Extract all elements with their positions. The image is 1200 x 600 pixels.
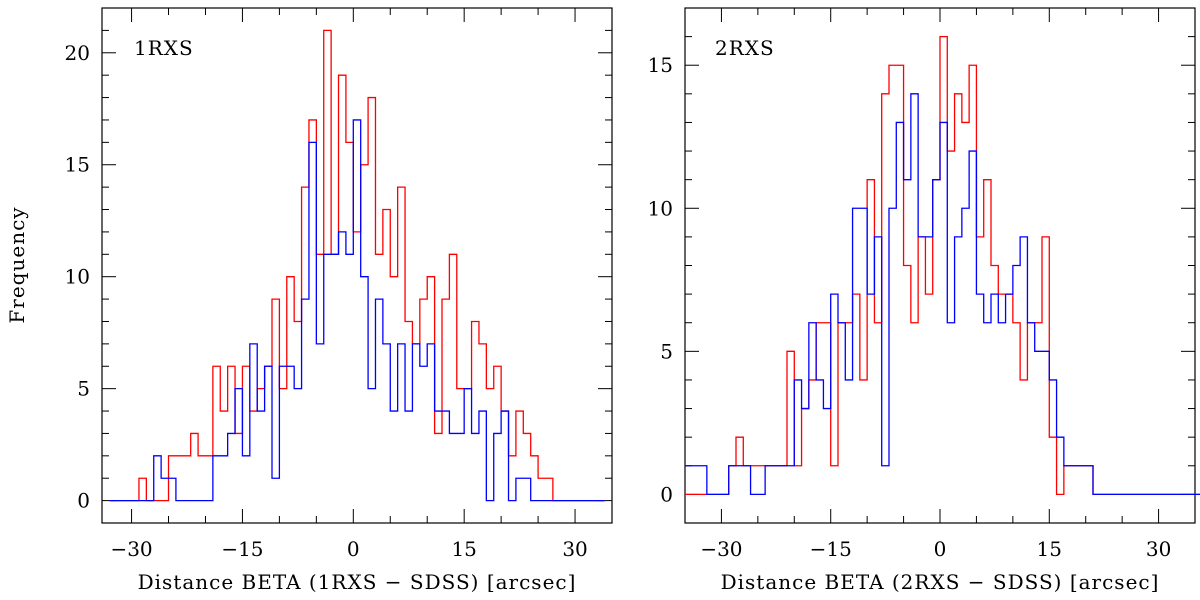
x-tick-label: 0 <box>347 537 360 561</box>
histogram-red <box>109 29 605 502</box>
y-tick-label: 15 <box>65 153 90 177</box>
y-tick-label: 20 <box>65 41 90 65</box>
x-tick-label: −30 <box>700 537 742 561</box>
x-tick-label: −15 <box>810 537 852 561</box>
x-tick-label: 0 <box>934 537 947 561</box>
axis-ticks <box>684 7 1196 524</box>
y-tick-label: 0 <box>77 489 90 513</box>
y-tick-label: 15 <box>648 53 673 77</box>
y-tick-label: 5 <box>660 339 673 363</box>
panel-label: 2RXS <box>715 36 775 60</box>
plot-frame <box>101 7 613 524</box>
x-tick-label: −30 <box>110 537 152 561</box>
panel-label: 1RXS <box>134 36 194 60</box>
x-tick-label: 15 <box>1037 537 1062 561</box>
histogram-series <box>685 35 1200 496</box>
histogram-blue <box>685 93 1200 496</box>
histogram-blue <box>109 119 605 502</box>
x-tick-label: 30 <box>562 537 587 561</box>
y-tick-label: 0 <box>660 482 673 506</box>
y-tick-label: 10 <box>65 265 90 289</box>
x-tick-label: −15 <box>221 537 263 561</box>
x-tick-label: 30 <box>1146 537 1171 561</box>
panel-1rxs: −30 −15 0 15 30 0 5 10 15 20 1RXS Distance BETA (… <box>5 7 613 594</box>
histogram-series <box>109 29 605 502</box>
tick-labels: −30 −15 0 15 30 0 5 10 15 20 <box>65 41 588 561</box>
histogram-red <box>685 35 1200 496</box>
y-tick-label: 5 <box>77 377 90 401</box>
x-tick-label: 15 <box>451 537 476 561</box>
y-axis-label: Frequency <box>5 206 29 323</box>
x-axis-label: Distance BETA (2RXS − SDSS) [arcsec] <box>721 570 1160 594</box>
x-axis-label: Distance BETA (1RXS − SDSS) [arcsec] <box>138 570 577 594</box>
panel-2rxs: −30 −15 0 15 30 0 5 10 15 2RXS Distance BETA (2R… <box>648 7 1200 594</box>
tick-labels: −30 −15 0 15 30 0 5 10 15 <box>648 53 1172 561</box>
axis-ticks <box>102 7 613 524</box>
y-tick-label: 10 <box>648 196 673 220</box>
